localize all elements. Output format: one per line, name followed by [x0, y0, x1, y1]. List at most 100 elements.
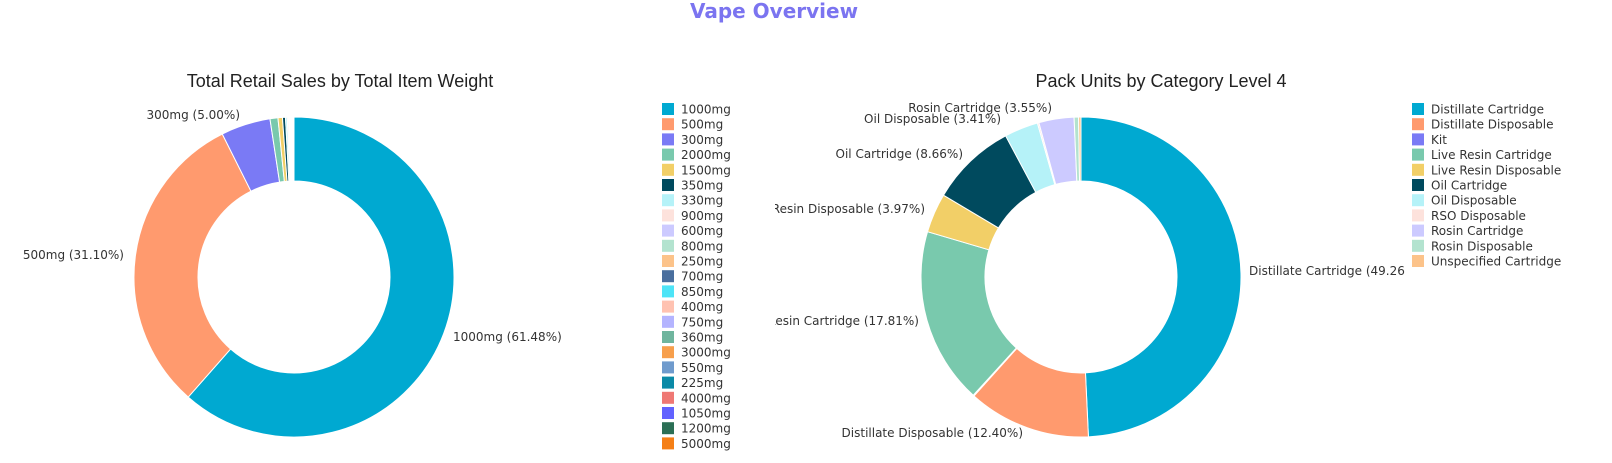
legend-item-550mg[interactable]: 550mg [662, 361, 723, 375]
legend-swatch [662, 239, 674, 252]
legend-label: 1200mg [681, 422, 731, 436]
legend-label: 900mg [681, 209, 723, 223]
legend-item-distillate-disposable[interactable]: Distillate Disposable [1412, 118, 1554, 132]
legend-item-2000mg[interactable]: 2000mg [662, 148, 731, 162]
legend-label: 700mg [681, 270, 723, 284]
legend-label: 500mg [681, 118, 723, 132]
legend-swatch [662, 103, 674, 115]
legend-item-oil-disposable[interactable]: Oil Disposable [1412, 194, 1517, 208]
legend-label: 360mg [681, 331, 723, 345]
legend-label: Rosin Cartridge [1431, 224, 1523, 238]
slice-label: Distillate Disposable (12.40%) [842, 426, 1023, 440]
legend-swatch [1412, 239, 1424, 252]
legend-label: 350mg [681, 179, 723, 193]
legend-label: 750mg [681, 315, 723, 329]
legend-item-750mg[interactable]: 750mg [662, 315, 723, 329]
legend-item-700mg[interactable]: 700mg [662, 270, 723, 284]
weight-donut-chart: Total Retail Sales by Total Item Weight … [23, 71, 731, 451]
legend-swatch [662, 255, 674, 267]
legend-item-850mg[interactable]: 850mg [662, 285, 723, 299]
legend-item-330mg[interactable]: 330mg [662, 194, 723, 208]
legend-swatch [1412, 209, 1424, 222]
legend-item-3000mg[interactable]: 3000mg [662, 346, 731, 360]
legend-swatch [662, 437, 674, 450]
slice-label: ve Resin Disposable (3.97%) [775, 202, 925, 216]
legend-item-600mg[interactable]: 600mg [662, 224, 723, 238]
legend-swatch [662, 148, 674, 161]
legend-item-distillate-cartridge[interactable]: Distillate Cartridge [1412, 103, 1544, 117]
legend-swatch [662, 285, 674, 298]
legend-item-350mg[interactable]: 350mg [662, 179, 723, 193]
legend-item-1200mg[interactable]: 1200mg [662, 422, 731, 436]
legend-item-225mg[interactable]: 225mg [662, 376, 723, 390]
legend-item-live-resin-cartridge[interactable]: Live Resin Cartridge [1412, 148, 1552, 162]
legend-label: Oil Disposable [1431, 194, 1517, 208]
legend-item-1000mg[interactable]: 1000mg [662, 103, 731, 117]
legend-swatch [1412, 133, 1424, 146]
legend-swatch [662, 346, 674, 359]
legend-item-kit[interactable]: Kit [1412, 133, 1447, 147]
legend-item-900mg[interactable]: 900mg [662, 209, 723, 223]
legend-item-250mg[interactable]: 250mg [662, 255, 723, 269]
legend-item-400mg[interactable]: 400mg [662, 300, 723, 314]
category-donut-chart: Pack Units by Category Level 4 Distillat… [775, 71, 1561, 440]
legend-item-oil-cartridge[interactable]: Oil Cartridge [1412, 179, 1507, 193]
chart-title: Total Retail Sales by Total Item Weight [187, 71, 493, 91]
legend-item-5000mg[interactable]: 5000mg [662, 437, 731, 451]
legend-swatch [1412, 163, 1424, 176]
slice-label: 1000mg (61.48%) [453, 330, 562, 344]
legend-swatch [1412, 194, 1424, 207]
legend-label: Kit [1431, 133, 1447, 147]
legend-label: Live Resin Cartridge [1431, 148, 1552, 162]
legend-item-4000mg[interactable]: 4000mg [662, 391, 731, 405]
legend-swatch [1412, 255, 1424, 267]
legend-label: Rosin Disposable [1431, 239, 1533, 253]
legend-label: RSO Disposable [1431, 209, 1526, 223]
legend-label: 225mg [681, 376, 723, 390]
legend-swatch [662, 300, 674, 313]
page-title: Vape Overview [689, 0, 859, 23]
slice-unspecified-cartridge[interactable] [1078, 116, 1082, 182]
legend-item-1500mg[interactable]: 1500mg [662, 163, 731, 177]
legend-swatch [662, 407, 674, 419]
legend-swatch [662, 331, 674, 343]
legend-item-360mg[interactable]: 360mg [662, 331, 723, 345]
legend-item-unspecified-cartridge[interactable]: Unspecified Cartridge [1412, 255, 1561, 269]
legend-label: Distillate Cartridge [1431, 103, 1544, 117]
legend-item-rosin-disposable[interactable]: Rosin Disposable [1412, 239, 1533, 253]
legend-item-rso-disposable[interactable]: RSO Disposable [1412, 209, 1526, 223]
legend-label: 1000mg [681, 103, 731, 117]
legend-swatch [662, 270, 674, 283]
slice-label: Oil Cartridge (8.66%) [836, 147, 963, 161]
slice-labels-group: Distillate Cartridge (49.26 Distillate Di… [775, 101, 1405, 440]
legend-label: Oil Cartridge [1431, 179, 1507, 193]
slice-label: Oil Disposable (3.41%) [864, 112, 1001, 126]
legend-label: 400mg [681, 300, 723, 314]
slice-label: ve Resin Cartridge (17.81%) [775, 314, 919, 328]
legend-swatch [662, 133, 674, 146]
legend-label: 1050mg [681, 407, 731, 421]
legend-label: 550mg [681, 361, 723, 375]
legend-item-300mg[interactable]: 300mg [662, 133, 723, 147]
legend-item-rosin-cartridge[interactable]: Rosin Cartridge [1412, 224, 1523, 238]
slices-group [133, 116, 455, 438]
slice-label: 500mg (31.10%) [23, 248, 124, 262]
legend-swatch [662, 376, 674, 389]
legend-label: 4000mg [681, 391, 731, 405]
slice-distillate-cartridge[interactable] [1080, 116, 1242, 438]
slice-500mg[interactable] [133, 133, 252, 398]
legend-item-500mg[interactable]: 500mg [662, 118, 723, 132]
legend-label: Live Resin Disposable [1431, 163, 1561, 177]
legend-item-1050mg[interactable]: 1050mg [662, 407, 731, 421]
slice-label: Rosin Cartridge (3.55%) [908, 101, 1052, 115]
chart-title: Pack Units by Category Level 4 [1035, 71, 1286, 91]
legend-item-800mg[interactable]: 800mg [662, 239, 723, 253]
legend-swatch [1412, 118, 1424, 131]
legend-swatch [662, 422, 674, 435]
legend-swatch [662, 163, 674, 176]
legend-item-live-resin-disposable[interactable]: Live Resin Disposable [1412, 163, 1561, 177]
legend-swatch [662, 391, 674, 404]
slice-1000mg[interactable] [187, 116, 455, 438]
legend-label: 2000mg [681, 148, 731, 162]
